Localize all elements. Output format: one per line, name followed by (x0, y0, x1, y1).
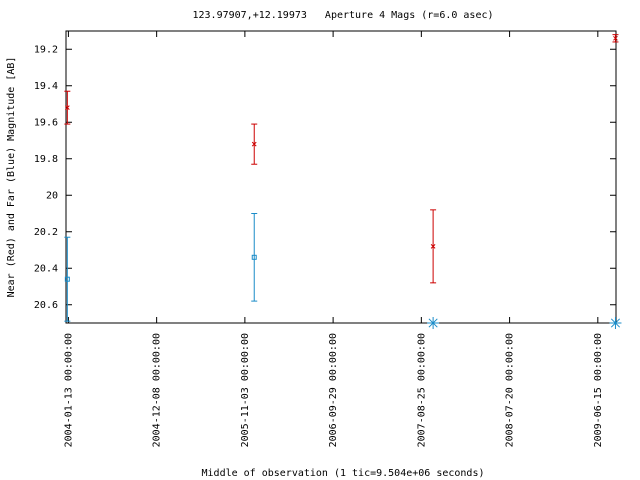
x-tick-label: 2006-09-29 00:00:00 (328, 333, 339, 447)
y-axis-label: Near (Red) and Far (Blue) Magnitude [AB] (6, 57, 17, 298)
missing-marker (609, 317, 622, 329)
x-tick-label: 2004-12-08 00:00:00 (152, 333, 163, 447)
x-axis-label: Middle of observation (1 tic=9.504e+06 s… (202, 468, 485, 479)
y-tick-label: 20.2 (34, 227, 58, 238)
y-tick-label: 19.8 (34, 154, 58, 165)
point (430, 243, 436, 249)
point (613, 35, 618, 41)
plot-frame (65, 30, 617, 324)
x-tick-label: 2005-11-03 00:00:00 (240, 333, 251, 447)
missing-marker-stroke (610, 318, 621, 328)
x-tick-label: 2007-08-25 00:00:00 (416, 333, 427, 447)
point (251, 141, 257, 147)
y-tick-label: 19.2 (34, 44, 58, 55)
error-bar (64, 236, 71, 322)
y-tick-label: 19.4 (34, 81, 58, 92)
error-bar (251, 213, 258, 302)
point (64, 276, 70, 282)
y-tick-label: 20.4 (34, 263, 58, 274)
x-tick-label: 2008-07-20 00:00:00 (505, 333, 516, 447)
x-tick-label: 2004-01-13 00:00:00 (63, 333, 74, 447)
x-tick-label: 2009-06-15 00:00:00 (593, 333, 604, 447)
y-tick-label: 20.6 (34, 300, 58, 311)
point (64, 105, 70, 111)
point (251, 254, 257, 260)
y-tick-label: 19.6 (34, 117, 58, 128)
chart-title: 123.97907,+12.19973 Aperture 4 Mags (r=6… (192, 10, 493, 21)
missing-marker (427, 317, 440, 329)
missing-marker-stroke (428, 318, 438, 328)
y-tick-label: 20 (46, 190, 58, 201)
